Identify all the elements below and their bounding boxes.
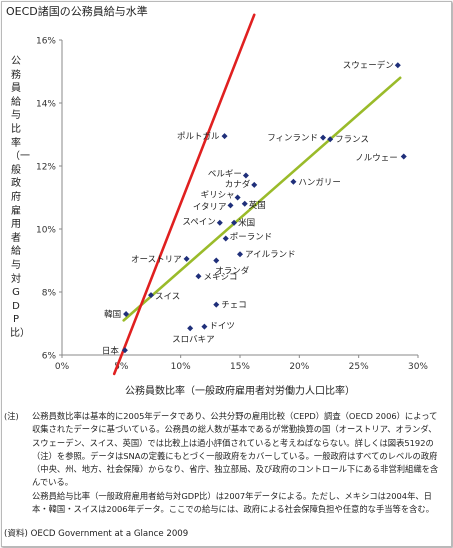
- point-label: ポルトガル: [177, 131, 220, 142]
- data-point: [123, 311, 130, 318]
- point-label: メキシコ: [203, 272, 237, 282]
- point-label: スペイン: [182, 218, 215, 228]
- point-label: ハンガリー: [298, 177, 341, 188]
- notes-paragraph-1: 公務員数比率は基本的に2005年データであり、公共分野の雇用比較（CEPD）調査…: [32, 411, 439, 488]
- data-point: [222, 235, 229, 242]
- point-label: フランス: [335, 135, 369, 145]
- x-tick-label: 20%: [289, 362, 309, 372]
- trend-line-red: [112, 13, 256, 376]
- data-point: [234, 194, 241, 201]
- x-tick-label: 5%: [114, 362, 129, 372]
- data-point: [121, 347, 128, 354]
- point-label: アイルランド: [245, 250, 296, 260]
- point-label: チェコ: [221, 301, 247, 311]
- point-label: ドイツ: [209, 322, 235, 332]
- x-tick-label: 25%: [349, 362, 369, 372]
- point-label: オランダ: [215, 266, 250, 277]
- trend-lines: [112, 13, 402, 376]
- data-point: [221, 133, 228, 140]
- y-tick-label: 6%: [42, 352, 57, 362]
- data-point: [290, 178, 297, 185]
- x-axis-label: 公務員数比率（一般政府雇用者対労働力人口比率）: [125, 386, 355, 397]
- notes: (注) 公務員数比率は基本的に2005年データであり、公共分野の雇用比較（CEP…: [4, 410, 444, 516]
- y-tick-label: 12%: [36, 163, 56, 173]
- point-label: カナダ: [225, 179, 251, 190]
- point-label: ノルウェー: [355, 154, 398, 164]
- y-tick-label: 14%: [36, 100, 56, 110]
- data-point: [242, 172, 249, 179]
- data-point: [213, 257, 220, 264]
- data-point: [327, 136, 334, 143]
- y-tick-label: 8%: [42, 289, 57, 299]
- data-point: [148, 292, 154, 299]
- point-label: イタリア: [193, 202, 227, 212]
- point-label: スウェーデン: [343, 60, 394, 71]
- y-axis-label: 公務員給与比率（一般政府雇用者給与対GDP比）: [10, 56, 30, 339]
- trend-line-green: [122, 76, 402, 322]
- data-point: [216, 219, 223, 226]
- data-point: [237, 251, 243, 258]
- data-point: [394, 62, 401, 69]
- data-point: [183, 255, 190, 262]
- data-point: [187, 325, 194, 332]
- point-label: 日本: [102, 345, 120, 356]
- notes-paragraph-2: 公務員給与比率（一般政府雇用者給与対GDP比）は2007年データによる。ただし、…: [32, 490, 435, 515]
- notes-tag: (注): [4, 411, 19, 421]
- point-label: フィンランド: [267, 134, 318, 144]
- data-point: [320, 134, 327, 141]
- point-label: スイス: [155, 292, 180, 302]
- data-point: [241, 200, 248, 207]
- x-tick-label: 0%: [55, 362, 70, 372]
- point-label: 米国: [238, 218, 255, 229]
- chart-title: OECD諸国の公務員給与水準: [6, 5, 148, 18]
- source-note: (資料) OECD Government at a Glance 2009: [4, 529, 189, 539]
- x-tick-label: 10%: [171, 362, 191, 372]
- point-label: 英国: [249, 200, 266, 211]
- point-label: ギリシャ: [201, 191, 235, 201]
- point-label: オーストリア: [131, 255, 182, 265]
- point-label: ポーランド: [230, 232, 273, 242]
- axes: 6% 8% 10% 12% 14% 16% 0% 5% 10% 15% 20% 25% 30%: [36, 37, 428, 373]
- data-points: [121, 62, 407, 354]
- x-tick-label: 30%: [408, 362, 428, 372]
- scatter-chart: 6% 8% 10% 12% 14% 16% 0% 5% 10% 15% 20% 25% 30% スウェー…: [36, 13, 428, 376]
- data-point: [213, 301, 220, 308]
- point-label: ベルギー: [208, 169, 242, 179]
- data-point: [195, 273, 202, 280]
- y-tick-label: 10%: [36, 226, 56, 236]
- x-tick-label: 15%: [230, 362, 250, 372]
- point-label: 韓国: [104, 309, 121, 320]
- y-tick-label: 16%: [36, 37, 56, 47]
- data-point: [400, 153, 407, 160]
- point-label: スロバキア: [172, 335, 215, 345]
- data-point: [201, 323, 208, 330]
- data-point: [251, 181, 258, 188]
- data-point: [227, 202, 234, 209]
- data-point: [231, 219, 238, 226]
